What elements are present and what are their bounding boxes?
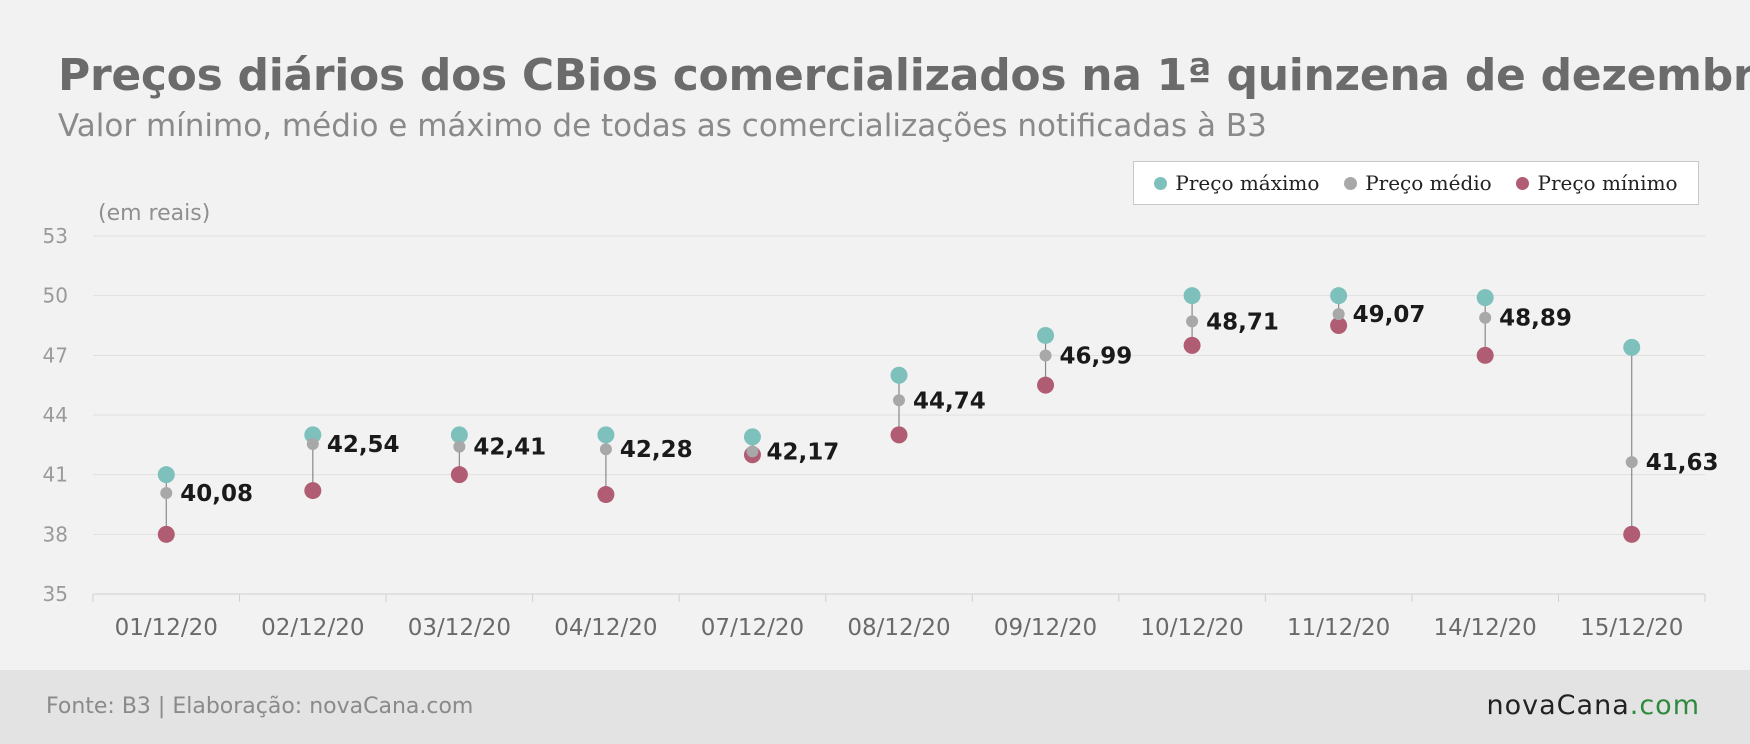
logo-domain-text: .com — [1629, 690, 1700, 721]
min-point — [1183, 336, 1201, 354]
legend-label-min: Preço mínimo — [1537, 171, 1678, 195]
max-point — [1623, 338, 1641, 356]
legend-item-min: Preço mínimo — [1516, 171, 1678, 195]
chart-subtitle: Valor mínimo, médio e máximo de todas as… — [58, 108, 1267, 144]
min-point — [1623, 525, 1641, 543]
legend-dot-min — [1516, 176, 1530, 190]
avg-point — [160, 486, 173, 499]
avg-data-label: 44,74 — [913, 388, 986, 414]
source-text: Fonte: B3 | Elaboração: novaCana.com — [46, 694, 474, 719]
y-tick-label: 41 — [43, 463, 68, 487]
min-point — [1476, 346, 1494, 364]
legend-item-avg: Preço médio — [1344, 171, 1492, 195]
max-point — [1037, 326, 1055, 344]
avg-data-label: 48,89 — [1499, 306, 1572, 332]
chart-title: Preços diários dos CBios comercializados… — [58, 50, 1750, 101]
max-point — [743, 428, 761, 446]
legend-label-max: Preço máximo — [1175, 171, 1320, 195]
avg-data-label: 49,07 — [1353, 302, 1426, 328]
avg-point — [306, 438, 319, 451]
legend-dot-max — [1154, 176, 1168, 190]
dot-range-chart: 35 38 41 44 47 50 53 01/12/20 02/12/20 03/12/20 04… — [43, 224, 1719, 641]
avg-point — [1625, 456, 1638, 469]
x-tick-label: 11/12/20 — [1287, 615, 1390, 641]
y-tick-label: 53 — [43, 224, 68, 248]
avg-point — [1332, 308, 1345, 321]
avg-point — [1039, 349, 1052, 362]
legend-dot-avg — [1344, 176, 1358, 190]
max-point — [890, 366, 908, 384]
max-point — [157, 466, 175, 484]
min-point — [1330, 317, 1348, 334]
x-tick-label: 14/12/20 — [1434, 615, 1537, 641]
legend: Preço máximo Preço médio Preço mínimo — [1133, 161, 1699, 205]
y-tick-label: 50 — [43, 284, 68, 308]
x-tick-label: 10/12/20 — [1140, 615, 1243, 641]
max-point — [1330, 287, 1348, 305]
avg-data-label: 41,63 — [1646, 450, 1719, 476]
novacana-logo: novaCana.com — [1487, 690, 1700, 721]
avg-point — [453, 440, 466, 453]
x-tick-label: 09/12/20 — [994, 615, 1097, 641]
x-tick-label: 02/12/20 — [261, 615, 364, 641]
footer: Fonte: B3 | Elaboração: novaCana.com nov… — [0, 670, 1750, 744]
x-tick-label: 08/12/20 — [847, 615, 950, 641]
avg-data-label: 48,71 — [1206, 309, 1279, 335]
avg-point — [1479, 311, 1492, 324]
x-tick-label: 07/12/20 — [701, 615, 804, 641]
avg-data-label: 42,54 — [327, 432, 400, 458]
max-point — [450, 426, 468, 444]
avg-point — [599, 443, 612, 456]
min-point — [1037, 376, 1055, 394]
max-point — [597, 426, 615, 444]
max-point — [1183, 287, 1201, 305]
logo-main-text: novaCana — [1486, 690, 1630, 721]
max-point — [304, 426, 322, 444]
y-tick-label: 38 — [43, 522, 68, 546]
min-point — [597, 486, 615, 504]
avg-point — [893, 394, 905, 407]
x-tick-label: 04/12/20 — [554, 615, 657, 641]
min-point — [450, 466, 468, 484]
x-tick-label: 01/12/20 — [115, 615, 218, 641]
avg-data-label: 42,41 — [473, 435, 546, 461]
y-unit-label: (em reais) — [98, 201, 211, 226]
avg-data-label: 40,08 — [180, 481, 253, 507]
avg-point — [746, 445, 759, 458]
avg-data-label: 42,17 — [766, 439, 839, 465]
x-tick-label: 03/12/20 — [408, 615, 511, 641]
avg-point — [1186, 315, 1199, 328]
y-tick-label: 35 — [43, 582, 68, 606]
min-point — [890, 426, 908, 444]
avg-data-label: 46,99 — [1060, 344, 1133, 370]
y-tick-label: 44 — [43, 403, 68, 427]
avg-data-label: 42,28 — [620, 437, 693, 463]
y-tick-label: 47 — [43, 343, 68, 367]
min-point — [304, 482, 322, 500]
max-point — [1476, 289, 1494, 307]
x-tick-label: 15/12/20 — [1580, 615, 1683, 641]
legend-item-max: Preço máximo — [1154, 171, 1319, 195]
min-point — [157, 525, 175, 543]
legend-label-avg: Preço médio — [1365, 171, 1492, 195]
